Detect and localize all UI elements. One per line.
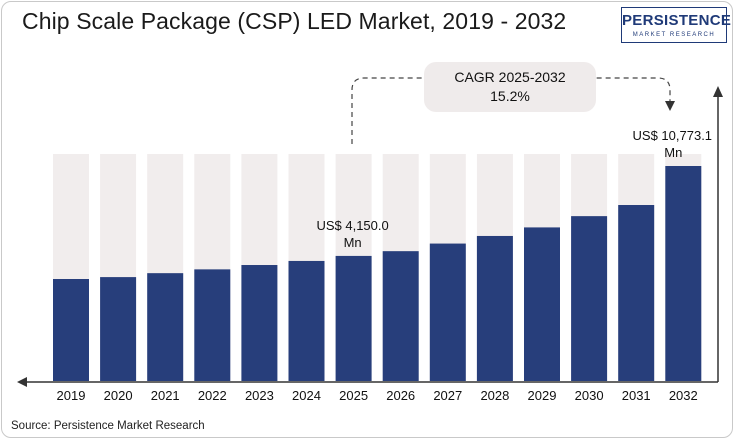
logo-main-text: PERSISTENCE xyxy=(622,12,732,29)
x-tick-label-2025: 2025 xyxy=(339,388,368,403)
cagr-label: CAGR 2025-2032 xyxy=(454,69,566,85)
bar-2023 xyxy=(241,265,278,381)
logo-sub-text: MARKET RESEARCH xyxy=(632,32,716,38)
chart-title: Chip Scale Package (CSP) LED Market, 201… xyxy=(22,8,567,34)
x-tick-label-2024: 2024 xyxy=(292,388,321,403)
source-note: Source: Persistence Market Research xyxy=(11,420,205,432)
bar-2020 xyxy=(100,277,137,381)
bar-2029 xyxy=(524,227,560,381)
x-tick-label-2027: 2027 xyxy=(433,388,462,403)
x-tick-label-2031: 2031 xyxy=(622,388,651,403)
cagr-box xyxy=(424,62,596,112)
bar-2025 xyxy=(335,255,372,381)
bar-2019 xyxy=(53,279,89,381)
x-tick-label-2032: 2032 xyxy=(669,388,698,403)
y-axis-arrow-icon xyxy=(713,86,723,97)
bar-2032 xyxy=(665,166,702,381)
bar-2022 xyxy=(194,269,231,381)
cagr-value: 15.2% xyxy=(490,88,530,104)
x-tick-label-2022: 2022 xyxy=(198,388,227,403)
bar-2030 xyxy=(571,216,608,381)
x-tick-label-2020: 2020 xyxy=(104,388,133,403)
data-label-2025-unit: Mn xyxy=(344,235,362,250)
x-axis-arrow-icon xyxy=(17,377,27,387)
x-tick-label-2019: 2019 xyxy=(57,388,86,403)
bar-2027 xyxy=(429,243,466,381)
bar-2028 xyxy=(476,235,513,381)
data-label-2025-value: US$ 4,150.0 xyxy=(316,218,388,233)
bar-2021 xyxy=(147,273,184,381)
persistence-logo: PERSISTENCE MARKET RESEARCH xyxy=(621,7,732,43)
data-label-2032-value: US$ 10,773.1 xyxy=(633,128,713,143)
data-label-2032-unit: Mn xyxy=(664,145,682,160)
x-tick-label-2026: 2026 xyxy=(386,388,415,403)
cagr-arrow-icon xyxy=(665,101,675,111)
x-tick-label-2030: 2030 xyxy=(575,388,604,403)
x-tick-label-2023: 2023 xyxy=(245,388,274,403)
x-tick-label-2021: 2021 xyxy=(151,388,180,403)
bar-2024 xyxy=(288,260,325,381)
bar-2031 xyxy=(618,205,655,381)
x-tick-label-2028: 2028 xyxy=(480,388,509,403)
x-tick-label-2029: 2029 xyxy=(528,388,557,403)
bar-2026 xyxy=(382,251,419,381)
